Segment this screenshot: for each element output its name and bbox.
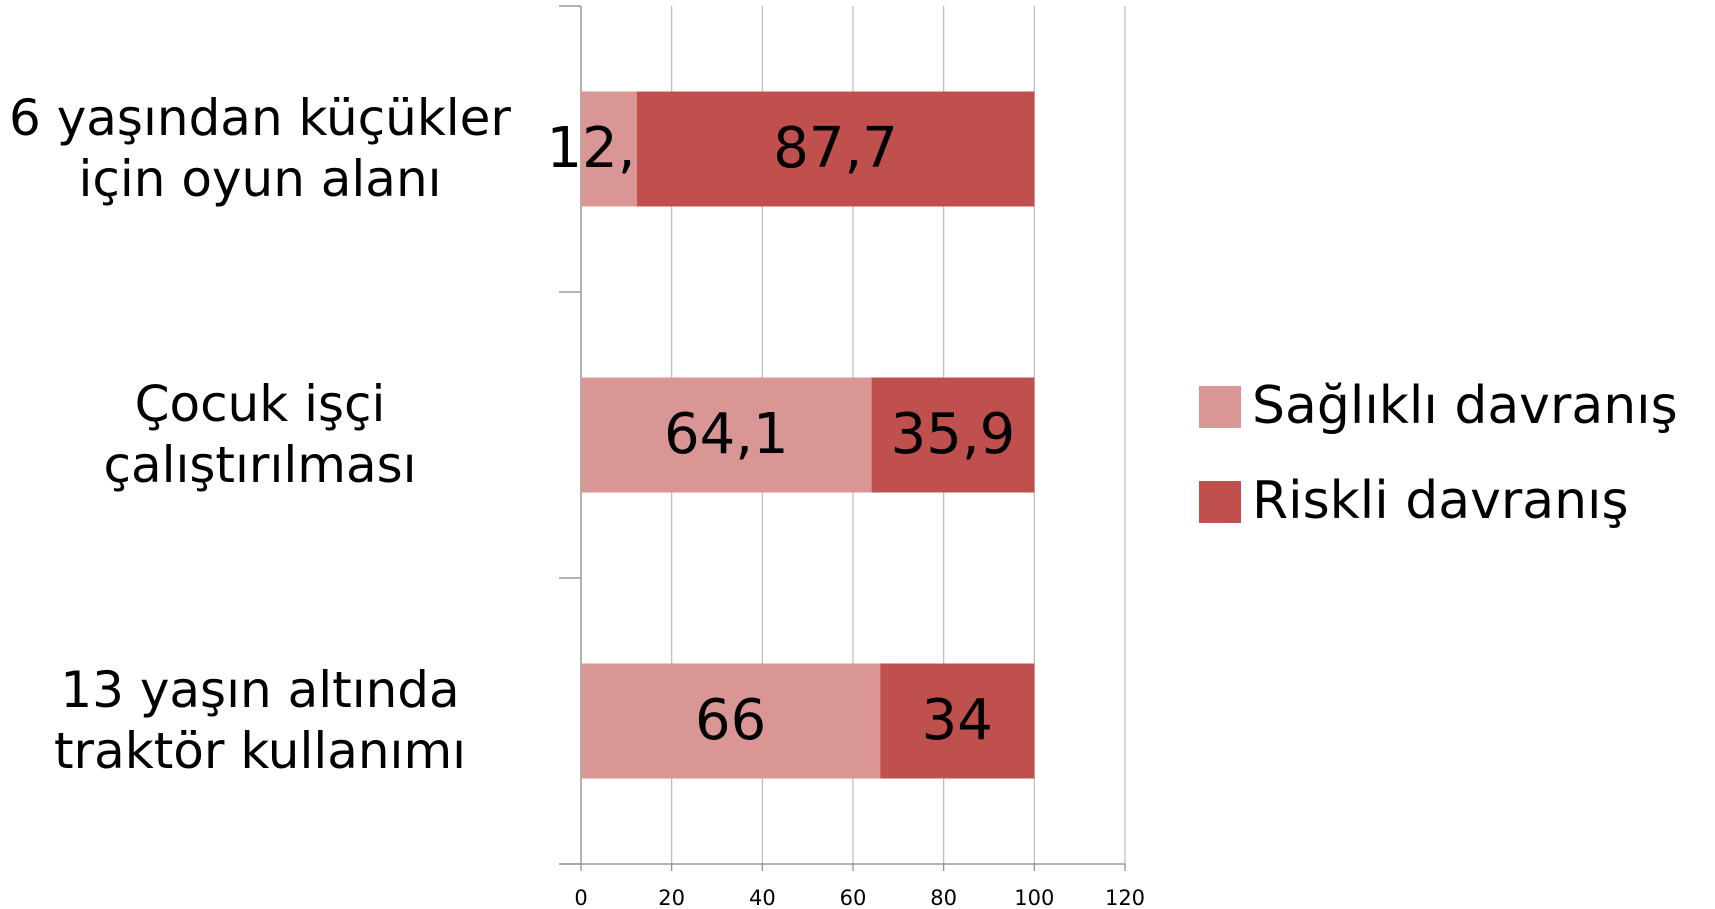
x-tick-label: 100: [1014, 886, 1054, 909]
bar-segment: [581, 91, 637, 207]
data-label: 87,7: [773, 116, 898, 181]
bar-segment: [581, 663, 881, 779]
x-tick-label: 120: [1105, 886, 1145, 909]
x-tick-label: 40: [749, 886, 776, 909]
legend-label: Riskli davranış: [1252, 471, 1629, 531]
data-label: 64,1: [664, 402, 789, 467]
x-tick-label: 60: [840, 886, 867, 909]
legend-swatch: [1199, 481, 1241, 523]
x-tick-label: 20: [658, 886, 685, 909]
x-tick-label: 0: [574, 886, 587, 909]
legend-label: Sağlıklı davranış: [1252, 376, 1678, 436]
bar-segment: [636, 91, 1035, 207]
bar-segment: [871, 377, 1035, 493]
data-label: 34: [922, 688, 993, 753]
x-tick-label: 80: [930, 886, 957, 909]
y-tick-label: 6 yaşından küçükler için oyun alanı: [9, 89, 511, 208]
legend-swatch: [1199, 386, 1241, 428]
bar-segment: [581, 377, 872, 493]
y-tick-label: Çocuk işçi çalıştırılması: [103, 375, 417, 494]
data-label: 66: [695, 688, 766, 753]
y-tick-label: 13 yaşın altında traktör kullanımı: [53, 661, 467, 780]
bar-segment: [880, 663, 1035, 779]
data-label: 35,9: [891, 402, 1016, 467]
